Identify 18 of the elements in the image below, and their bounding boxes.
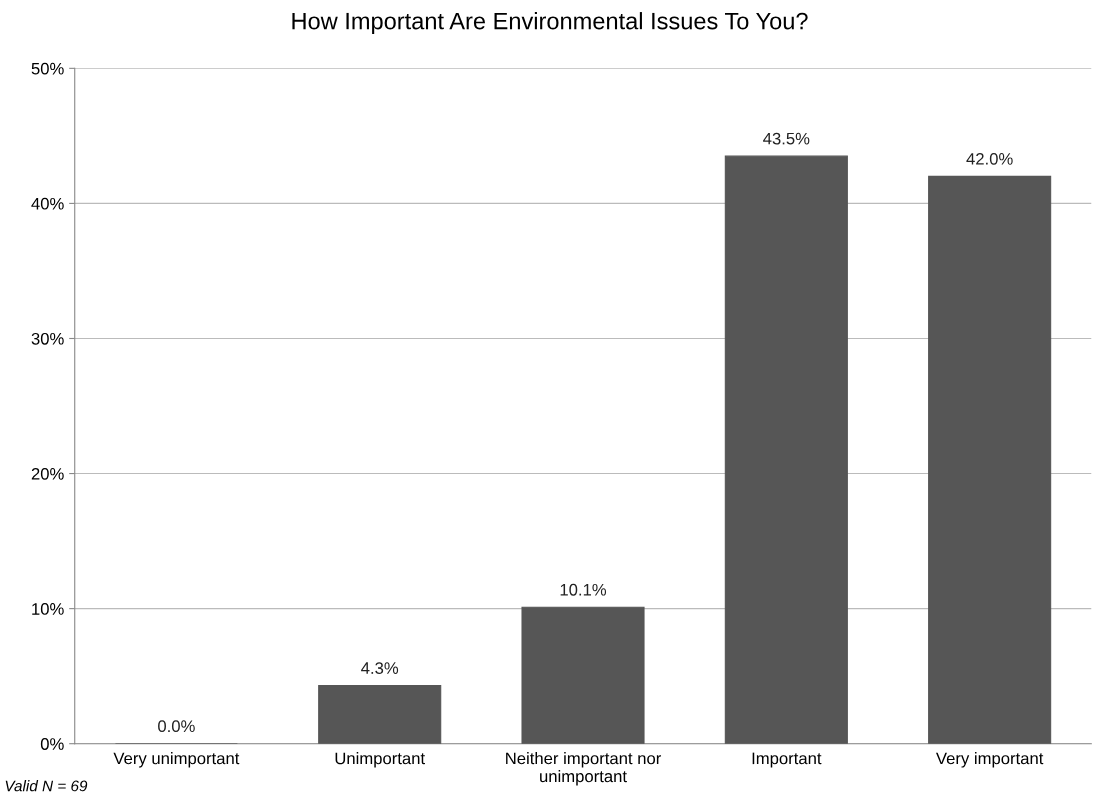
data-label: 0.0% [158, 720, 195, 733]
x-tick-label: Important [752, 752, 822, 768]
y-tick-label: 30% [31, 332, 64, 345]
y-tick-label: 50% [31, 62, 64, 75]
data-label: 42.0% [966, 152, 1013, 165]
x-tick-label: Very important [936, 752, 1044, 768]
x-tick-label: Unimportant [335, 752, 425, 768]
text: Valid N = 69 [5, 780, 88, 792]
data-label: 4.3% [361, 662, 399, 674]
y-tick-label: 10% [32, 603, 64, 615]
data-label: 10.1% [560, 583, 607, 596]
x-tick-label: Very unimportant [113, 752, 240, 768]
y-tick-label: 20% [31, 467, 64, 480]
x-tick-label: Neither important nor unimportant [506, 752, 662, 786]
data-label: 43.5% [763, 132, 810, 145]
chart-title: How Important Are Environmental Issues To You? [292, 12, 808, 35]
y-tick-label: 40% [31, 197, 64, 210]
y-tick-label: 0% [40, 738, 64, 750]
